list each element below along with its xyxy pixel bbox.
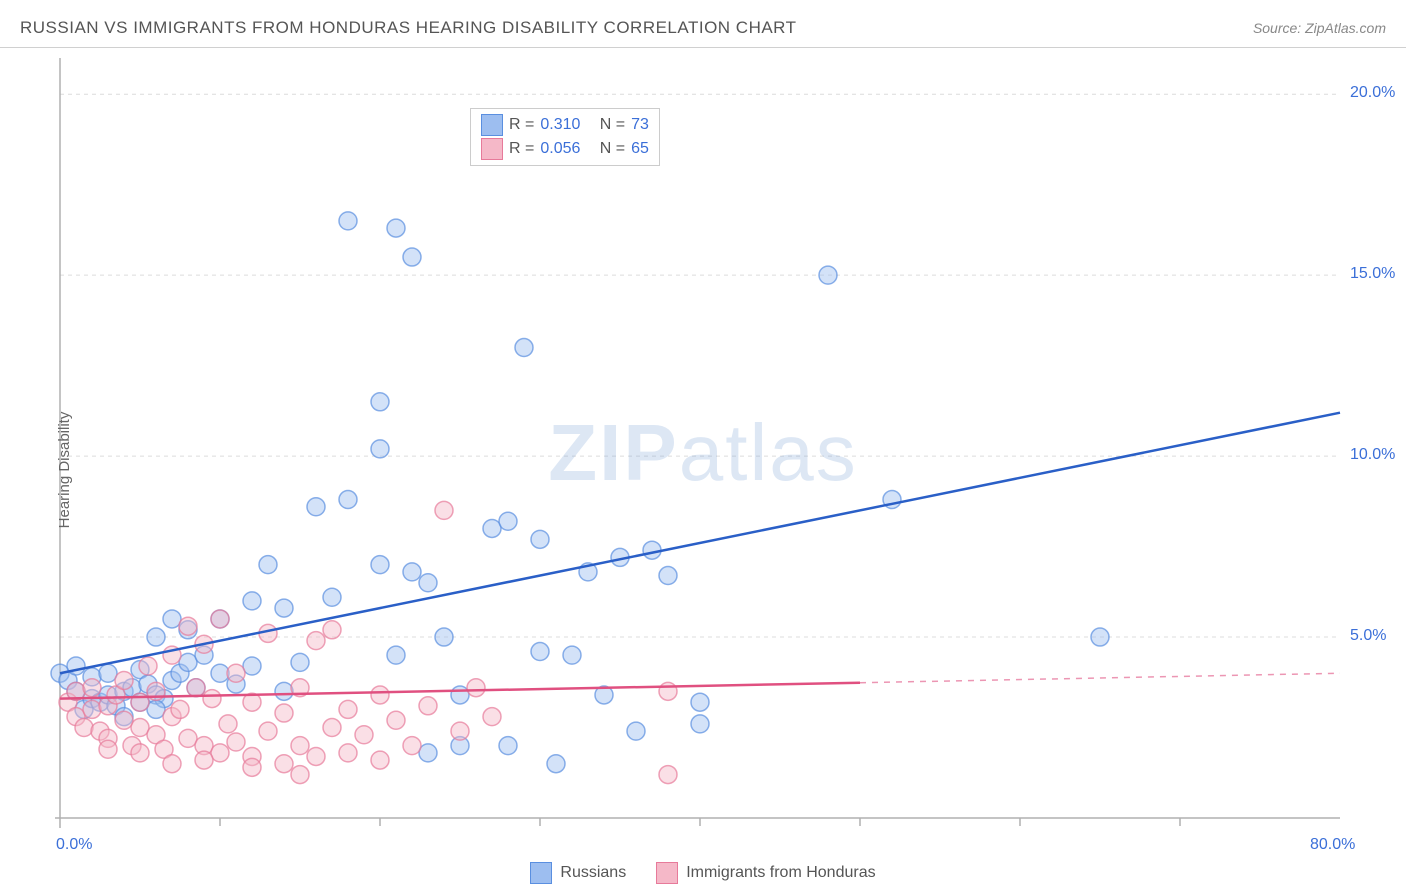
legend-swatch <box>481 114 503 136</box>
legend-stats-box: R = 0.310 N = 73 R = 0.056 N = 65 <box>470 108 660 166</box>
legend-swatch <box>656 862 678 884</box>
y-tick-label: 15.0% <box>1350 265 1395 283</box>
legend-bottom: Russians Immigrants from Honduras <box>0 862 1406 884</box>
legend-swatch <box>481 138 503 160</box>
y-tick-label: 20.0% <box>1350 84 1395 102</box>
y-axis-label: Hearing Disability <box>56 412 73 529</box>
legend-label: Russians <box>560 864 626 882</box>
chart-title: RUSSIAN VS IMMIGRANTS FROM HONDURAS HEAR… <box>20 18 797 38</box>
chart-canvas: Hearing Disability ZIPatlas R = 0.310 N … <box>0 48 1406 892</box>
legend-stat-row: R = 0.310 N = 73 <box>481 113 649 137</box>
chart-header: RUSSIAN VS IMMIGRANTS FROM HONDURAS HEAR… <box>0 0 1406 48</box>
legend-label: Immigrants from Honduras <box>686 864 875 882</box>
x-axis-max-label: 80.0% <box>1310 836 1355 854</box>
source-credit: Source: ZipAtlas.com <box>1253 20 1386 36</box>
legend-stat-row: R = 0.056 N = 65 <box>481 137 649 161</box>
y-tick-label: 10.0% <box>1350 446 1395 464</box>
scatter-plot <box>0 48 1406 868</box>
y-tick-label: 5.0% <box>1350 627 1386 645</box>
legend-item-honduras: Immigrants from Honduras <box>656 862 875 884</box>
x-axis-min-label: 0.0% <box>56 836 92 854</box>
legend-swatch <box>530 862 552 884</box>
legend-item-russians: Russians <box>530 862 626 884</box>
